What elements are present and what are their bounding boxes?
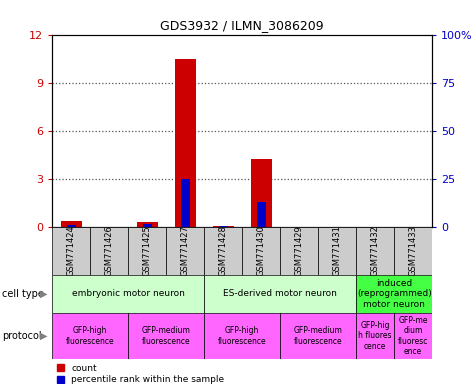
FancyBboxPatch shape — [394, 313, 432, 359]
Bar — [256, 202, 266, 227]
FancyBboxPatch shape — [318, 227, 356, 275]
Bar — [218, 226, 228, 227]
Text: ▶: ▶ — [40, 289, 48, 299]
Text: GSM771427: GSM771427 — [181, 225, 190, 276]
Text: GSM771433: GSM771433 — [409, 225, 418, 276]
FancyBboxPatch shape — [204, 313, 280, 359]
Bar — [66, 225, 76, 227]
FancyBboxPatch shape — [52, 227, 90, 275]
Text: GSM771429: GSM771429 — [295, 225, 304, 276]
FancyBboxPatch shape — [52, 313, 128, 359]
FancyBboxPatch shape — [280, 227, 318, 275]
Text: protocol: protocol — [2, 331, 42, 341]
FancyBboxPatch shape — [242, 227, 280, 275]
Text: GFP-high
fluorescence: GFP-high fluorescence — [66, 326, 114, 346]
FancyBboxPatch shape — [356, 227, 394, 275]
FancyBboxPatch shape — [128, 227, 166, 275]
Text: GFP-high
fluorescence: GFP-high fluorescence — [218, 326, 266, 346]
Text: GSM771424: GSM771424 — [67, 225, 76, 276]
Text: GFP-me
dium
fluoresc
ence: GFP-me dium fluoresc ence — [398, 316, 428, 356]
Text: GSM771432: GSM771432 — [371, 225, 380, 276]
Text: GFP-hig
h fluores
cence: GFP-hig h fluores cence — [359, 321, 392, 351]
Bar — [180, 179, 190, 227]
Text: GSM771430: GSM771430 — [257, 225, 266, 276]
Text: GFP-medium
fluorescence: GFP-medium fluorescence — [294, 326, 342, 346]
Text: embryonic motor neuron: embryonic motor neuron — [72, 289, 185, 298]
Title: GDS3932 / ILMN_3086209: GDS3932 / ILMN_3086209 — [161, 19, 324, 32]
Bar — [142, 223, 152, 227]
Text: GSM771431: GSM771431 — [333, 225, 342, 276]
Text: GSM771425: GSM771425 — [143, 225, 152, 276]
Text: ES-derived motor neuron: ES-derived motor neuron — [223, 289, 337, 298]
Bar — [213, 226, 234, 227]
Bar — [137, 222, 158, 227]
Text: ▶: ▶ — [40, 331, 48, 341]
FancyBboxPatch shape — [356, 313, 394, 359]
FancyBboxPatch shape — [280, 313, 356, 359]
FancyBboxPatch shape — [356, 275, 432, 313]
Bar — [61, 221, 82, 227]
Legend: count, percentile rank within the sample: count, percentile rank within the sample — [57, 364, 224, 384]
FancyBboxPatch shape — [90, 227, 128, 275]
Text: induced
(reprogrammed)
motor neuron: induced (reprogrammed) motor neuron — [357, 279, 432, 309]
Bar — [175, 59, 196, 227]
Text: cell type: cell type — [2, 289, 44, 299]
FancyBboxPatch shape — [204, 227, 242, 275]
Text: GSM771426: GSM771426 — [105, 225, 114, 276]
FancyBboxPatch shape — [128, 313, 204, 359]
FancyBboxPatch shape — [394, 227, 432, 275]
Text: GSM771428: GSM771428 — [219, 225, 228, 276]
Text: GFP-medium
fluorescence: GFP-medium fluorescence — [142, 326, 190, 346]
Bar — [251, 159, 272, 227]
FancyBboxPatch shape — [204, 275, 356, 313]
FancyBboxPatch shape — [52, 275, 204, 313]
FancyBboxPatch shape — [166, 227, 204, 275]
